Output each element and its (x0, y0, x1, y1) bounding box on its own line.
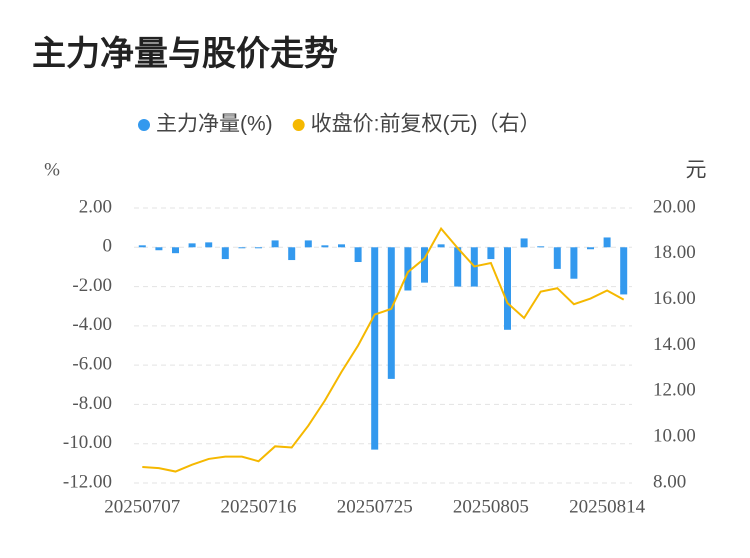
bar (371, 247, 379, 450)
bar (603, 237, 611, 248)
bar (454, 247, 462, 287)
x-tick-label: 20250707 (104, 496, 180, 517)
chart-title: 主力净量与股价走势 (32, 35, 338, 73)
legend-marker (138, 119, 150, 131)
y-axis-label: % (44, 159, 60, 180)
y-tick-label: -2.00 (72, 275, 112, 296)
y2-tick-label: 14.00 (653, 334, 696, 355)
bar (387, 247, 395, 379)
y2-tick-label: 20.00 (653, 196, 696, 217)
x-tick-label: 20250805 (453, 496, 529, 517)
bar (587, 247, 594, 250)
bar (487, 247, 495, 260)
bar (238, 247, 246, 249)
bar (172, 247, 179, 254)
legend-label: 收盘价:前复权(元)（右） (311, 113, 541, 136)
y2-tick-label: 16.00 (653, 288, 696, 309)
y-tick-label: -6.00 (72, 354, 112, 375)
x-tick-label: 20250725 (337, 496, 413, 517)
y2-tick-label: 12.00 (653, 380, 696, 401)
bar (255, 247, 262, 249)
bar (620, 247, 628, 295)
bar (570, 247, 578, 279)
y-tick-label: 2.00 (79, 196, 112, 217)
bar (537, 246, 545, 248)
bar (404, 247, 412, 291)
bar (421, 247, 428, 283)
legend-marker (292, 119, 305, 131)
y2-tick-label: 10.00 (653, 426, 696, 447)
bar (188, 243, 196, 248)
y-tick-label: 0 (103, 236, 113, 257)
bar (205, 242, 213, 248)
y2-tick-label: 8.00 (653, 471, 686, 492)
x-tick-label: 20250814 (569, 496, 646, 517)
x-tick-label: 20250716 (221, 496, 297, 517)
y-tick-label: -10.00 (63, 432, 112, 453)
y-tick-label: -4.00 (72, 314, 112, 335)
bar (221, 247, 229, 260)
bar (354, 247, 362, 263)
bar (520, 238, 528, 248)
bar (138, 245, 146, 248)
y-tick-label: -8.00 (72, 393, 112, 414)
y2-tick-label: 18.00 (653, 242, 696, 263)
bar (155, 247, 163, 251)
legend-label: 主力净量(%) (156, 113, 273, 136)
bar (437, 244, 445, 248)
bar (304, 240, 312, 248)
bar (321, 245, 329, 248)
bar (553, 247, 561, 269)
y-tick-label: -12.00 (63, 471, 112, 492)
bar (338, 244, 345, 248)
bar (288, 247, 296, 261)
bar (504, 247, 511, 330)
y2-axis-label: 元 (686, 159, 707, 182)
price-line (142, 226, 625, 473)
bar (271, 240, 279, 248)
